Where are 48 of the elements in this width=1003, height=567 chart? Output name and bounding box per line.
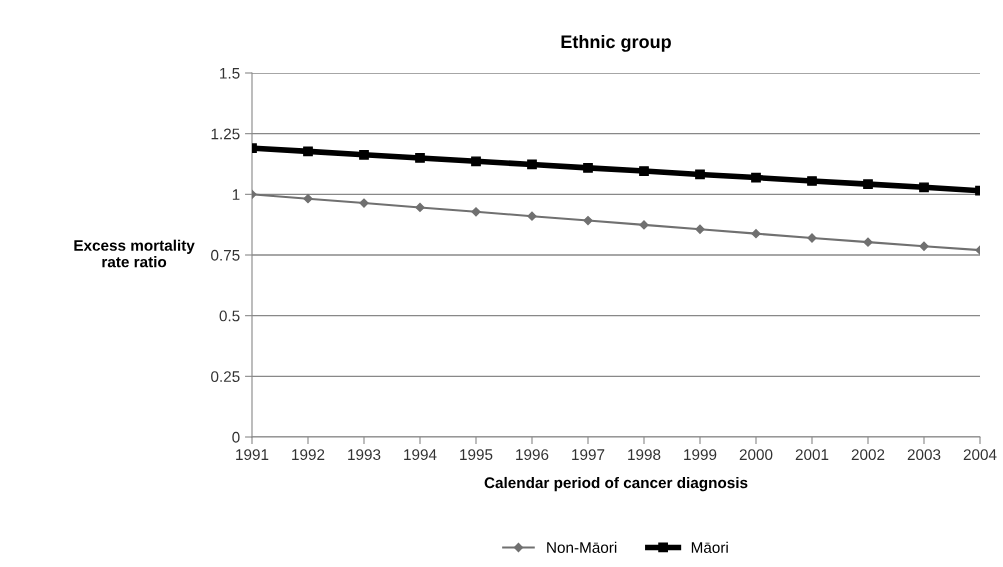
- x-tick-label: 1998: [628, 449, 661, 461]
- point: [415, 153, 425, 163]
- point: [527, 159, 537, 170]
- y-tick-label: 1.25: [211, 128, 240, 140]
- point: [583, 163, 593, 173]
- point: [303, 146, 313, 157]
- point: [695, 224, 705, 234]
- y-tick-label: 0: [232, 431, 240, 443]
- y-tick-label: 1.5: [220, 68, 240, 79]
- legend-label: Māori: [691, 541, 728, 553]
- point: [639, 220, 649, 230]
- x-tick-label: 1996: [516, 449, 549, 461]
- x-tick-label: 1997: [572, 449, 605, 461]
- point: [919, 241, 929, 251]
- x-tick-label: 1991: [236, 449, 269, 461]
- x-tick-label: 2002: [851, 449, 885, 461]
- point: [471, 156, 481, 167]
- y-tick-label: 0.25: [211, 371, 240, 383]
- y-axis-title: Excess mortality rate ratio: [74, 239, 195, 268]
- x-tick-label: 1999: [684, 449, 717, 461]
- x-tick-label: 1994: [404, 449, 437, 461]
- point: [919, 182, 929, 193]
- point: [303, 194, 313, 204]
- point: [583, 215, 593, 226]
- point: [527, 211, 537, 221]
- point: [639, 166, 649, 176]
- x-tick-label: 2003: [907, 449, 941, 461]
- x-tick-label: 1992: [292, 449, 325, 461]
- x-tick-label: 2004: [963, 449, 997, 461]
- point: [807, 176, 817, 186]
- legend-label: Non-Māori: [547, 541, 617, 553]
- point: [863, 237, 873, 247]
- y-tick-label: 0.75: [211, 249, 240, 261]
- point: [695, 169, 705, 180]
- point: [751, 229, 761, 239]
- point: [751, 172, 761, 183]
- chart-title: Ethnic group: [561, 34, 671, 52]
- x-tick-label: 1993: [348, 449, 381, 461]
- y-tick-label: 1: [232, 189, 240, 200]
- point: [863, 179, 873, 190]
- x-tick-label: 2000: [739, 449, 773, 461]
- point: [471, 207, 481, 217]
- y-tick-label: 0.5: [219, 310, 240, 322]
- x-axis-title: Calendar period of cancer diagnosis: [484, 476, 748, 492]
- point: [415, 202, 425, 213]
- x-tick-label: 1995: [460, 449, 493, 461]
- point: [359, 149, 369, 160]
- x-tick-label: 2001: [795, 449, 829, 461]
